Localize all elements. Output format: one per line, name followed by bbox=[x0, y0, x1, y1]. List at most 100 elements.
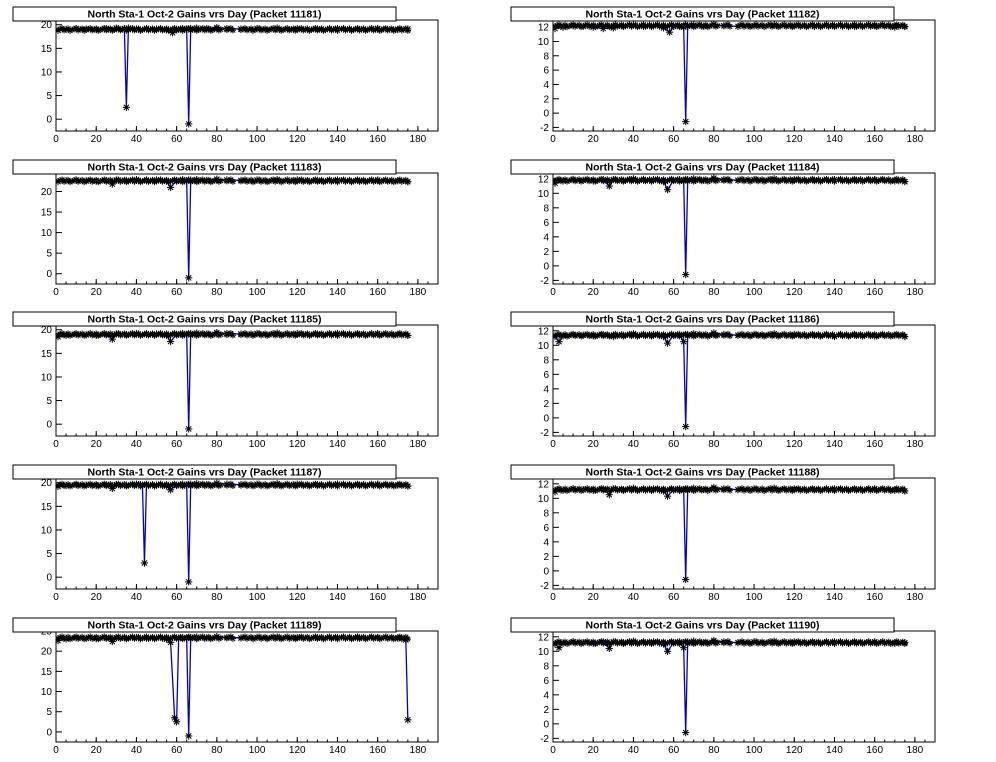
data-point-marker bbox=[609, 175, 617, 184]
chart-panel-5: 0 20 40 60 80 100 120 140 160 180 0 5 10 15 20 North St… bbox=[12, 311, 439, 450]
chart-title-box bbox=[510, 464, 895, 480]
plot-frame bbox=[552, 324, 936, 437]
y-tick-label: 10 bbox=[538, 341, 550, 352]
data-point-marker bbox=[599, 24, 607, 33]
x-tick-label: 120 bbox=[289, 745, 306, 756]
x-tick-label: 40 bbox=[131, 745, 143, 756]
series-layer bbox=[553, 483, 909, 584]
chart-title-box bbox=[12, 6, 397, 22]
data-point-marker bbox=[589, 639, 597, 647]
data-point-marker bbox=[891, 23, 899, 31]
y-tick-label: 12 bbox=[538, 326, 550, 337]
x-tick-label: 120 bbox=[786, 287, 803, 298]
data-point-marker bbox=[374, 633, 382, 642]
x-tick-label: 40 bbox=[628, 134, 640, 145]
data-point-marker bbox=[237, 634, 245, 642]
chart-panel-10: 0 20 40 60 80 100 120 140 160 180-2024681012North… bbox=[510, 617, 936, 756]
data-point-marker bbox=[790, 638, 798, 646]
data-point-marker bbox=[333, 329, 342, 338]
data-point-marker bbox=[659, 178, 668, 186]
x-tick-label: 160 bbox=[866, 745, 883, 756]
x-tick-label: 0 bbox=[53, 745, 59, 756]
data-point-marker bbox=[273, 175, 281, 184]
data-point-marker bbox=[619, 331, 627, 339]
data-point-marker bbox=[353, 330, 362, 338]
data-point-marker bbox=[790, 175, 798, 184]
x-tick-label: 20 bbox=[91, 134, 103, 145]
data-point-marker bbox=[193, 633, 201, 641]
x-tick-label: 180 bbox=[410, 592, 427, 603]
x-tick-label: 80 bbox=[708, 439, 720, 450]
data-point-marker bbox=[684, 22, 692, 30]
chart-panel-1: 0 20 40 60 80 100 120 140 160 180 0 5 10 15 20 North St… bbox=[12, 6, 439, 145]
data-point-marker bbox=[82, 331, 90, 339]
data-point-marker bbox=[273, 329, 281, 337]
x-tick-label: 60 bbox=[668, 592, 680, 603]
plot-frame bbox=[552, 477, 936, 590]
data-point-marker bbox=[253, 329, 261, 338]
y-tick-label: 0 bbox=[543, 566, 549, 577]
data-point-marker bbox=[589, 23, 597, 31]
y-tick-label: -2 bbox=[540, 581, 549, 592]
x-tick-label: 60 bbox=[668, 134, 680, 145]
data-point-marker bbox=[402, 636, 410, 644]
data-point-marker bbox=[901, 22, 909, 31]
chart-title: North Sta-1 Oct-2 Gains vrs Day (Packet … bbox=[585, 162, 819, 174]
chart-panel-6: 0 20 40 60 80 100 120 140 160 180-2024681012North… bbox=[510, 311, 936, 450]
x-tick-label: 20 bbox=[588, 439, 600, 450]
y-tick-label: 10 bbox=[538, 37, 550, 48]
x-tick-label: 140 bbox=[329, 287, 346, 298]
data-point-marker bbox=[599, 175, 607, 184]
data-point-marker bbox=[92, 635, 100, 643]
plot-frame bbox=[55, 172, 439, 285]
data-point-marker bbox=[108, 335, 116, 343]
y-tick-label: 2 bbox=[543, 552, 549, 563]
x-tick-label: 60 bbox=[171, 134, 183, 145]
x-tick-label: 140 bbox=[826, 745, 843, 756]
x-tick-label: 0 bbox=[550, 439, 556, 450]
y-tick-label: 6 bbox=[543, 523, 549, 534]
data-point-marker bbox=[664, 339, 672, 347]
x-tick-label: 140 bbox=[329, 745, 346, 756]
x-tick-label: 40 bbox=[628, 439, 640, 450]
data-point-marker bbox=[132, 25, 141, 33]
y-tick-label: 15 bbox=[41, 44, 53, 55]
data-point-marker bbox=[333, 176, 342, 184]
data-point-marker bbox=[690, 21, 698, 29]
x-tick-label: 100 bbox=[249, 745, 266, 756]
data-point-marker bbox=[56, 637, 62, 645]
data-point-marker bbox=[891, 177, 899, 185]
data-point-marker bbox=[659, 333, 668, 341]
data-point-marker bbox=[112, 481, 120, 489]
y-tick-label: 10 bbox=[538, 494, 550, 505]
data-point-marker bbox=[710, 483, 718, 492]
data-point-marker bbox=[850, 486, 859, 494]
data-point-marker bbox=[770, 175, 778, 183]
x-tick-label: 160 bbox=[866, 592, 883, 603]
x-tick-label: 60 bbox=[668, 287, 680, 298]
data-point-marker bbox=[72, 330, 80, 339]
data-point-marker bbox=[293, 480, 301, 488]
series-layer bbox=[553, 329, 909, 431]
data-point-marker bbox=[223, 480, 231, 488]
x-tick-label: 40 bbox=[628, 287, 640, 298]
data-point-marker bbox=[237, 25, 245, 33]
chart-title-box bbox=[510, 6, 895, 22]
x-tick-label: 20 bbox=[91, 439, 103, 450]
data-point-marker bbox=[682, 728, 690, 737]
data-point-marker bbox=[639, 331, 648, 339]
chart-title: North Sta-1 Oct-2 Gains vrs Day (Packet … bbox=[585, 314, 819, 326]
y-tick-label: 8 bbox=[543, 355, 549, 366]
y-tick-label: -2 bbox=[540, 276, 549, 287]
data-point-marker bbox=[122, 330, 130, 339]
data-point-marker bbox=[223, 24, 231, 33]
y-tick-label: 2 bbox=[543, 94, 549, 105]
data-point-marker bbox=[273, 633, 281, 641]
data-point-marker bbox=[664, 647, 672, 655]
series-layer bbox=[56, 479, 412, 586]
data-point-marker bbox=[193, 480, 201, 488]
data-point-marker bbox=[102, 481, 110, 489]
x-tick-label: 20 bbox=[588, 592, 600, 603]
data-point-marker bbox=[313, 25, 321, 33]
data-point-marker bbox=[313, 330, 321, 338]
